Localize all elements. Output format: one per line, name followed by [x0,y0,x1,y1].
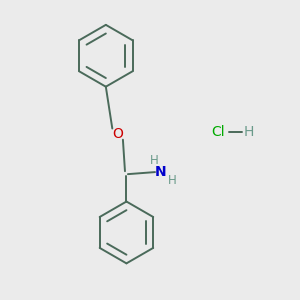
Text: Cl: Cl [211,125,224,139]
Text: H: H [149,154,158,167]
Text: N: N [154,165,166,179]
Text: H: H [244,125,254,139]
Text: H: H [168,174,177,188]
Text: O: O [112,127,123,141]
